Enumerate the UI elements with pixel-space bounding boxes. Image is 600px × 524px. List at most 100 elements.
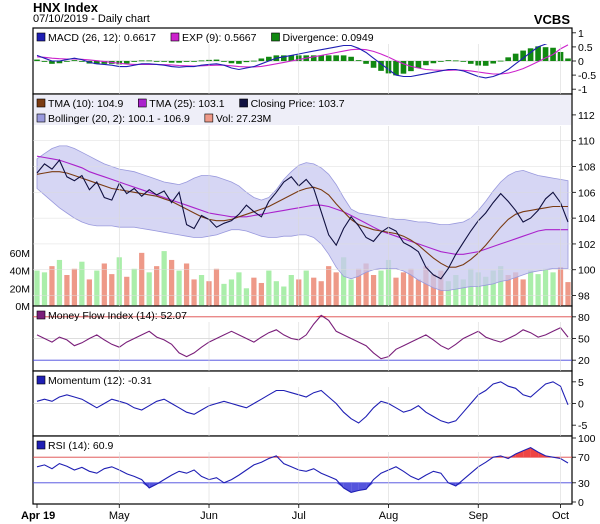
volume-bar <box>79 261 85 306</box>
divergence-bar <box>251 60 257 62</box>
y-tick-label: 70 <box>578 452 590 464</box>
volume-bar <box>168 259 175 306</box>
mfi-line <box>36 314 569 360</box>
legend-entry: RSI (14): 60.9 <box>48 440 114 452</box>
divergence-bar <box>191 61 197 62</box>
x-tick-label: Jun <box>200 510 218 522</box>
y-tick-label: 112 <box>578 110 595 122</box>
x-tick-label: Oct <box>552 510 569 522</box>
divergence-bar <box>363 61 369 64</box>
volume-bar <box>56 259 63 306</box>
volume-bar <box>535 274 541 306</box>
legend-swatch <box>36 440 46 450</box>
volume-bar <box>460 279 466 306</box>
volume-tick-label: 0M <box>15 301 30 313</box>
overbought-fill <box>523 447 531 458</box>
divergence-bar <box>101 61 108 64</box>
divergence-bar <box>520 50 526 61</box>
volume-bar <box>131 268 137 306</box>
divergence-bar <box>505 57 511 61</box>
divergence-bar <box>266 56 272 61</box>
legend-entry: Closing Price: 103.7 <box>251 98 345 110</box>
divergence-bar <box>512 53 519 61</box>
volume-bar <box>41 272 48 306</box>
volume-bar <box>281 286 287 306</box>
legend-entry: Momentum (12): -0.31 <box>48 375 152 387</box>
divergence-bar <box>325 55 332 61</box>
volume-bar <box>565 282 571 306</box>
divergence-bar <box>168 61 175 63</box>
y-tick-label: -1 <box>578 84 587 96</box>
volume-bar <box>228 279 235 306</box>
volume-bar <box>273 281 279 306</box>
volume-bar <box>288 275 294 306</box>
volume-bar <box>326 266 332 306</box>
divergence-bar <box>123 61 130 64</box>
divergence-bar <box>138 60 145 62</box>
divergence-bar <box>49 61 55 64</box>
divergence-bar <box>460 61 467 62</box>
volume-bar <box>154 266 160 306</box>
divergence-bar <box>64 61 70 62</box>
volume-bar <box>453 275 459 306</box>
divergence-bar <box>318 55 325 61</box>
divergence-bar <box>438 61 444 62</box>
y-tick-label: -0.5 <box>578 70 596 82</box>
y-tick-label: 110 <box>578 136 595 148</box>
y-tick-label: 108 <box>578 162 596 174</box>
divergence-bar <box>445 60 452 61</box>
volume-bar <box>468 268 474 306</box>
divergence-bar <box>176 61 182 63</box>
x-tick-label: Jul <box>292 510 306 522</box>
volume-bar <box>408 268 414 306</box>
chart-subtitle: 07/10/2019 - Daily chart <box>33 13 150 25</box>
divergence-bar <box>527 48 534 61</box>
y-tick-label: 5 <box>578 377 584 389</box>
divergence-bar <box>535 46 541 61</box>
volume-bar <box>213 268 220 306</box>
volume-bar <box>176 270 182 306</box>
volume-bar <box>236 272 242 306</box>
oversold-fill <box>455 482 464 486</box>
volume-bar <box>527 270 534 306</box>
divergence-bar <box>79 61 85 62</box>
oversold-fill <box>336 482 344 488</box>
divergence-bar <box>213 59 220 61</box>
volume-tick-label: 60M <box>10 248 30 260</box>
legend-swatch <box>271 32 280 42</box>
overbought-fill <box>530 447 539 458</box>
y-tick-label: -5 <box>578 420 587 432</box>
legend-entry: TMA (10): 104.9 <box>48 98 123 110</box>
volume-tick-label: 40M <box>10 266 30 278</box>
volume-bar <box>124 276 130 306</box>
legend-entry: Divergence: 0.0949 <box>283 32 374 44</box>
y-tick-label: 0 <box>578 399 584 411</box>
divergence-bar <box>131 61 138 62</box>
legend-swatch <box>36 113 46 123</box>
divergence-bar <box>490 61 497 64</box>
volume-bar <box>146 272 152 306</box>
overbought-fill <box>313 315 322 317</box>
divergence-bar <box>228 61 235 64</box>
volume-bar <box>370 275 377 306</box>
closing-price-line <box>36 159 569 280</box>
volume-bar <box>258 282 264 306</box>
legend-entry: MACD (26, 12): 0.6617 <box>48 32 156 44</box>
legend-entry: Money Flow Index (14): 52.07 <box>48 310 187 322</box>
x-tick-label: Sep <box>468 510 488 522</box>
volume-bar <box>513 272 519 306</box>
volume-bar <box>542 268 549 306</box>
volume-bar <box>333 272 339 306</box>
divergence-bar <box>400 61 407 74</box>
volume-bar <box>341 257 347 306</box>
volume-bar <box>139 252 145 306</box>
y-tick-label: 100 <box>578 265 596 277</box>
tma10-line <box>36 171 568 268</box>
divergence-bar <box>340 55 347 61</box>
volume-bar <box>363 263 369 306</box>
volume-bar <box>490 270 496 306</box>
divergence-bar <box>258 58 265 61</box>
volume-bar <box>109 274 115 306</box>
divergence-bar <box>482 61 489 66</box>
